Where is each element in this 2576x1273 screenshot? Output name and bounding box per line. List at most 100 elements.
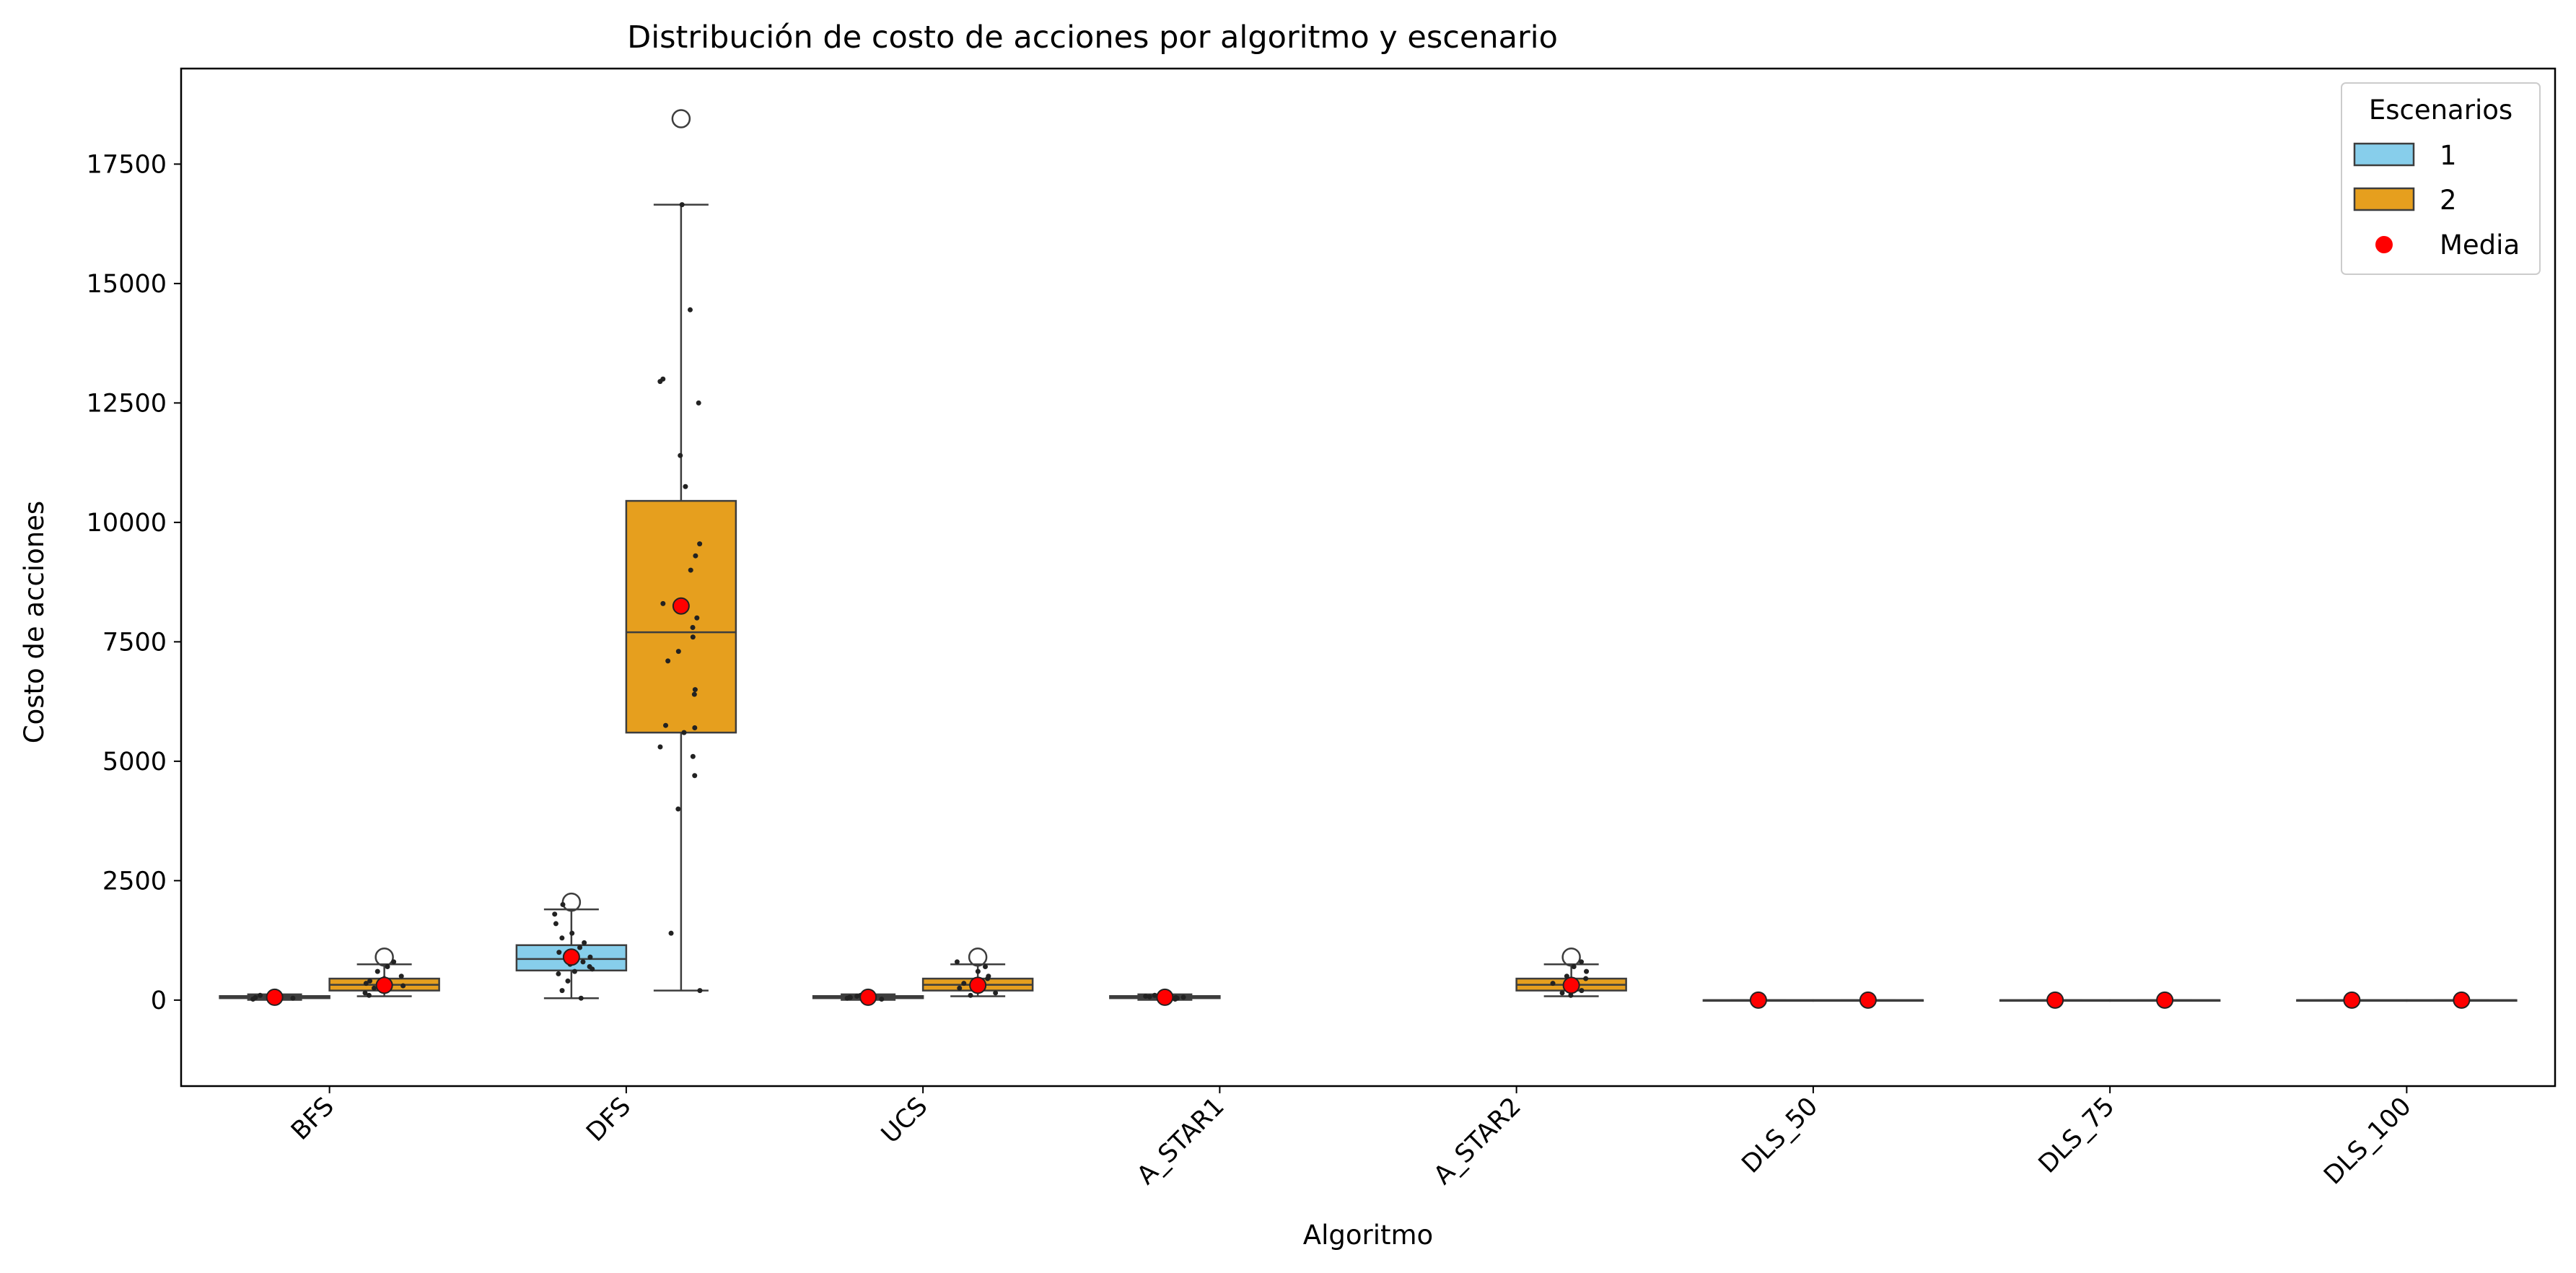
data-point [679, 202, 685, 208]
data-point [663, 722, 669, 728]
y-tick-label: 5000 [102, 748, 167, 777]
data-point [553, 921, 558, 927]
box-2-UCS [921, 948, 1034, 998]
legend-swatch-2 [2353, 187, 2415, 211]
data-point [577, 945, 583, 950]
data-point [954, 959, 960, 965]
data-point [1550, 981, 1556, 987]
legend-title: Escenarios [2369, 95, 2513, 126]
data-point [1143, 994, 1149, 999]
mean-point [1562, 976, 1580, 994]
box-2-DLS_100 [2406, 991, 2518, 1009]
data-point [565, 978, 571, 984]
mean-point [969, 976, 987, 994]
box-body [625, 499, 737, 734]
data-point [556, 950, 562, 955]
mean-point [2453, 991, 2471, 1009]
box-1-UCS [812, 988, 924, 1006]
data-point [582, 940, 587, 945]
data-point [697, 541, 703, 547]
data-point [385, 964, 390, 970]
data-point [975, 968, 981, 974]
box-2-BFS [328, 948, 440, 998]
data-point [696, 400, 701, 406]
mean-point [672, 597, 690, 615]
x-axis-label: Algoritmo [1303, 1220, 1433, 1251]
mean-point [2156, 991, 2174, 1009]
data-point [362, 990, 368, 996]
data-point [580, 959, 586, 965]
data-point [692, 773, 698, 779]
data-point [363, 981, 369, 987]
data-point [559, 935, 565, 941]
data-point [681, 730, 687, 735]
data-point [697, 988, 703, 994]
data-point [693, 553, 698, 559]
data-point [694, 615, 700, 621]
box-1-BFS [219, 988, 330, 1006]
data-point [692, 687, 698, 693]
data-point [993, 990, 999, 996]
y-tick-label: 17500 [87, 150, 167, 179]
y-axis-label: Costo de acciones [19, 501, 50, 743]
y-tick-label: 0 [151, 987, 167, 1015]
data-point [253, 994, 258, 1000]
data-point [957, 985, 963, 991]
mean-point [2046, 991, 2064, 1009]
data-point [986, 974, 991, 979]
data-point [556, 971, 561, 976]
outlier-point [671, 109, 691, 128]
y-tick-label: 15000 [87, 270, 167, 299]
data-point [569, 930, 575, 936]
data-point [687, 307, 693, 312]
legend-label: Media [2440, 229, 2520, 261]
axes-frame [180, 67, 2557, 1088]
mean-point [266, 988, 284, 1006]
data-point [571, 968, 577, 974]
mean-point [1749, 991, 1767, 1009]
data-point [1579, 988, 1585, 994]
data-point [366, 992, 372, 998]
data-point [367, 978, 373, 984]
data-point [847, 994, 853, 1000]
data-point [968, 992, 973, 998]
legend: Escenarios 1 2 Media [2341, 82, 2541, 275]
mean-point [375, 976, 393, 994]
data-point [398, 974, 404, 979]
data-point [391, 959, 397, 965]
data-point [678, 452, 683, 458]
data-point [1579, 959, 1585, 965]
data-point [400, 983, 406, 989]
data-point [688, 567, 693, 573]
chart-title: Distribución de costo de acciones por al… [627, 19, 1558, 56]
mean-point [859, 988, 877, 1006]
data-point [690, 634, 696, 640]
mean-point [1859, 991, 1877, 1009]
data-point [683, 484, 688, 489]
data-point [374, 968, 380, 974]
data-point [559, 988, 565, 994]
data-point [371, 985, 377, 991]
mean-point [1156, 988, 1174, 1006]
data-point [675, 806, 681, 812]
outlier-point [374, 948, 394, 967]
data-point [587, 954, 593, 960]
data-point [1180, 994, 1186, 1000]
data-point [660, 600, 666, 606]
data-point [660, 376, 666, 382]
data-point [1173, 994, 1178, 1000]
outlier-point [1561, 948, 1581, 967]
data-point [1571, 964, 1577, 970]
data-point [578, 995, 584, 1001]
data-point [983, 964, 989, 970]
data-point [587, 964, 592, 970]
data-point [1147, 994, 1152, 999]
data-point [552, 911, 558, 917]
data-point [657, 744, 663, 750]
data-point [665, 658, 671, 664]
legend-label: 2 [2440, 185, 2457, 216]
box-2-DLS_50 [1812, 991, 1924, 1009]
legend-frame [2341, 82, 2541, 275]
